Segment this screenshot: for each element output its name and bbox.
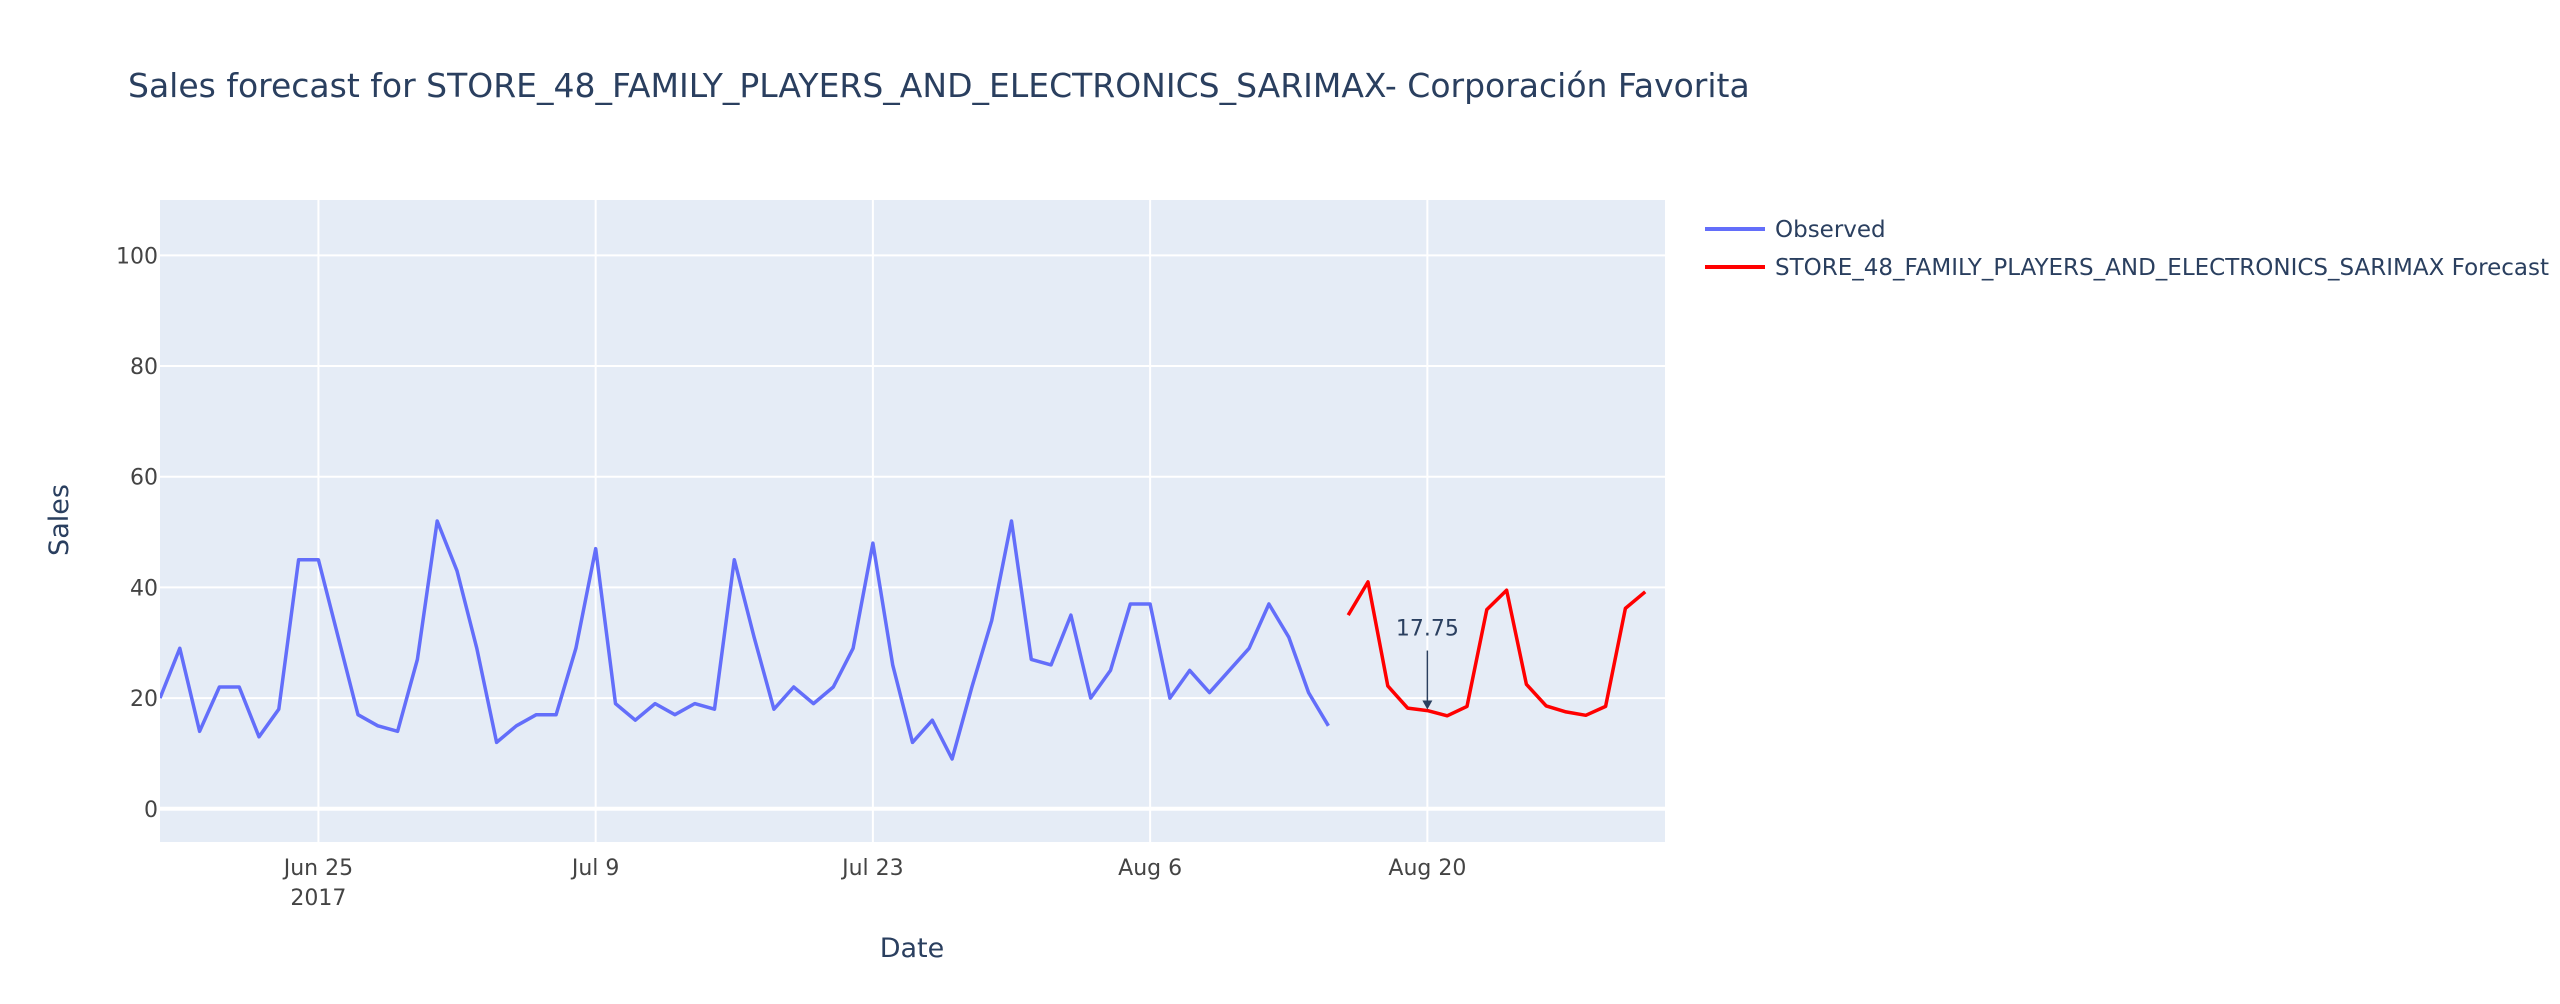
x-tick-label: Jul 23 [840,856,904,881]
y-axis-ticks: 0 20 40 60 80 100 [116,244,158,822]
plot-background [160,200,1665,842]
legend-label: STORE_48_FAMILY_PLAYERS_AND_ELECTRONICS_… [1775,255,2549,281]
x-tick-label: Aug 6 [1118,856,1182,881]
y-tick-label: 100 [116,244,158,269]
x-axis-ticks: Jun 25 2017 Jul 9 Jul 23 Aug 6 Aug 20 [282,856,1467,911]
legend-item[interactable]: STORE_48_FAMILY_PLAYERS_AND_ELECTRONICS_… [1705,255,2549,281]
series-line-forecast [1346,580,1647,718]
series-layer [160,519,1647,761]
annotation-arrowhead [1422,700,1433,710]
y-tick-label: 60 [130,466,158,491]
legend-label: Observed [1775,217,1886,243]
legend-item[interactable]: Observed [1705,217,1886,243]
gridlines [160,200,1665,842]
annotation-label: 17.75 [1396,617,1459,642]
x-tick-label: Jul 9 [570,856,620,881]
chart-title: Sales forecast for STORE_48_FAMILY_PLAYE… [128,66,1750,105]
annotations: 17.75 [1396,617,1459,710]
y-axis-title: Sales [44,484,75,556]
legend[interactable]: Observed STORE_48_FAMILY_PLAYERS_AND_ELEC… [1705,217,2549,281]
x-tick-label: Jun 25 [282,856,353,881]
x-tick-sublabel: 2017 [290,886,346,911]
x-tick-label: Aug 20 [1388,856,1466,881]
x-axis-title: Date [880,933,945,964]
y-tick-label: 0 [144,798,158,823]
y-tick-label: 40 [130,576,158,601]
series-line-observed [160,519,1330,761]
y-tick-label: 20 [130,687,158,712]
y-tick-label: 80 [130,355,158,380]
